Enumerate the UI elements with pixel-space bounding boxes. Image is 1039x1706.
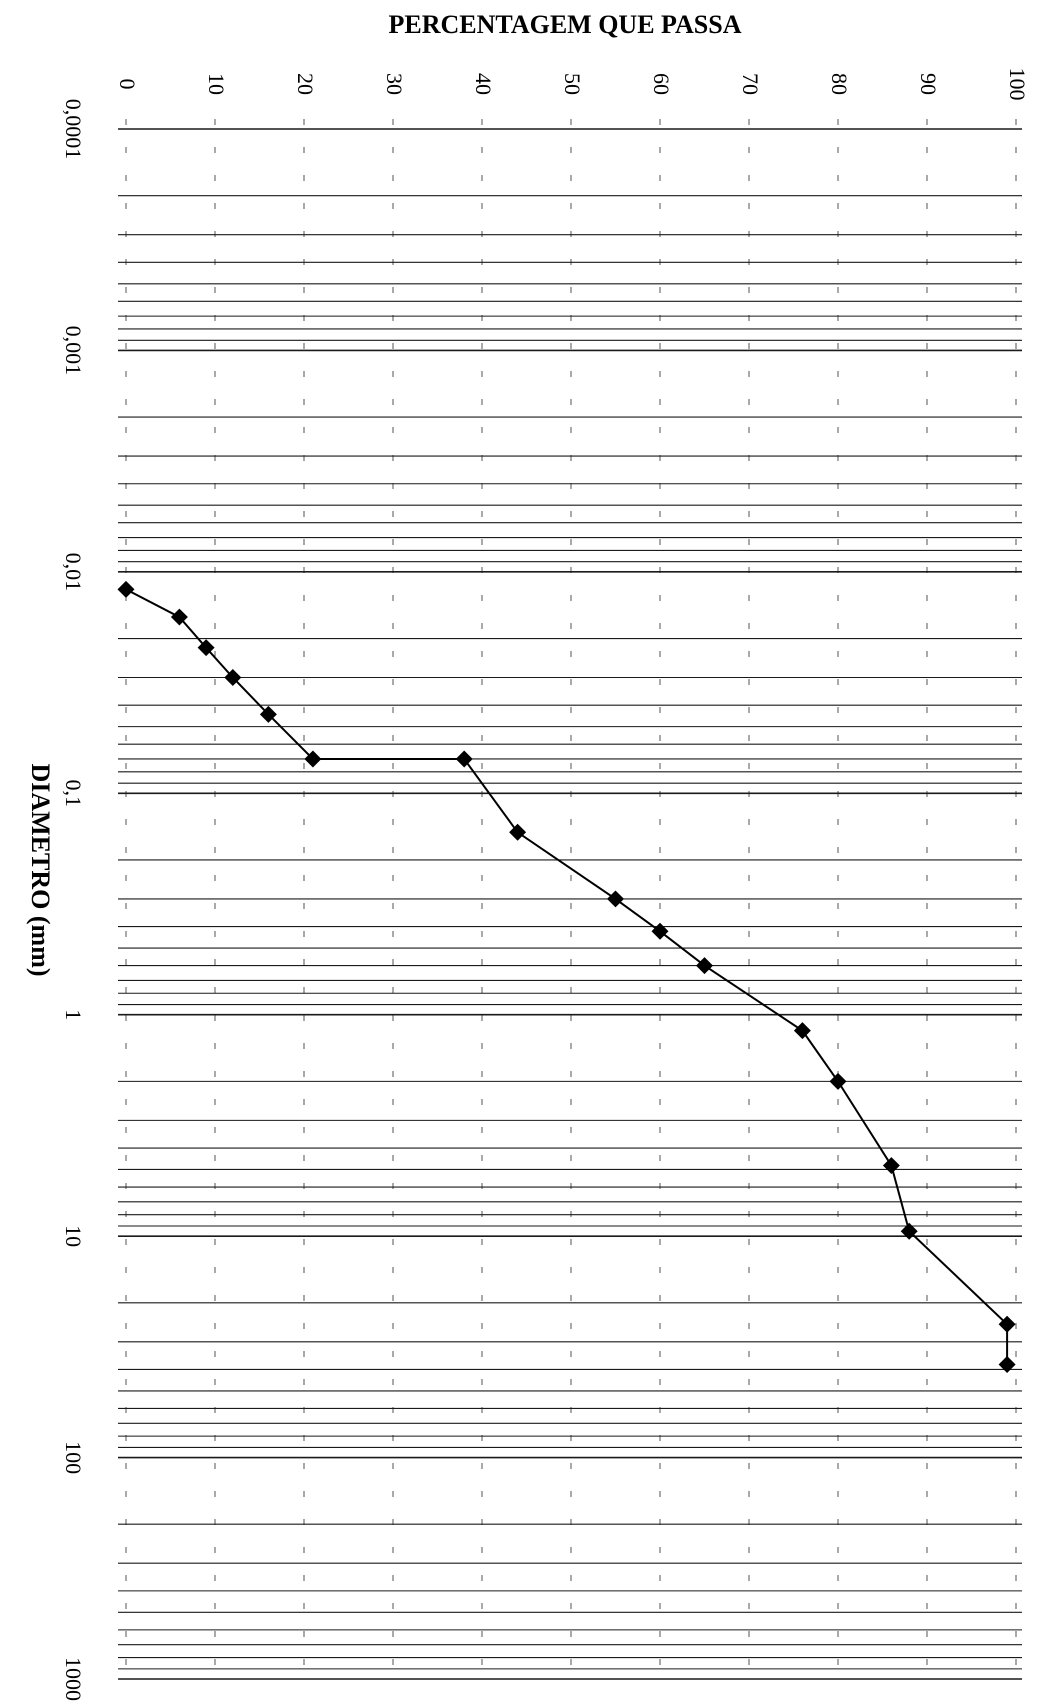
data-point <box>455 750 473 768</box>
x-axis-title: DIAMETRO (mm) <box>26 763 55 976</box>
data-point <box>117 580 135 598</box>
x-tick-label: 1000 <box>61 1657 86 1701</box>
x-tick-label: 100 <box>61 1441 86 1474</box>
y-tick-label: 80 <box>827 73 852 95</box>
data-point <box>696 957 713 975</box>
data-point <box>900 1222 918 1240</box>
y-tick-label: 90 <box>916 73 941 95</box>
y-tick-label: 0 <box>115 79 140 90</box>
data-point <box>829 1072 847 1090</box>
y-tick-label: 50 <box>560 73 585 95</box>
x-tick-label: 0,001 <box>61 326 86 376</box>
data-point <box>509 823 527 841</box>
x-tick-label: 0,1 <box>61 780 86 808</box>
y-tick-label: 30 <box>382 73 407 95</box>
x-tick-label: 0,0001 <box>61 99 86 160</box>
data-series <box>117 580 1016 1374</box>
y-tick-label: 100 <box>1005 68 1030 101</box>
y-tick-label: 70 <box>738 73 763 95</box>
grid <box>118 119 1022 1683</box>
y-tick-label: 10 <box>204 73 229 95</box>
data-point <box>793 1022 811 1040</box>
data-point <box>882 1157 900 1175</box>
data-point <box>259 705 277 723</box>
y-tick-label: 40 <box>471 73 496 95</box>
tick-labels: 0 10 20 30 40 50 60 70 80 90 100 0,0001 0,001 0,01 0,1… <box>61 68 1030 1702</box>
data-point <box>170 608 188 626</box>
data-point <box>197 639 215 657</box>
x-tick-label: 10 <box>61 1225 86 1247</box>
y-tick-label: 60 <box>649 73 674 95</box>
x-tick-label: 0,01 <box>61 553 86 592</box>
x-tick-label: 1 <box>61 1009 86 1020</box>
y-tick-label: 20 <box>293 73 318 95</box>
data-point <box>998 1315 1016 1333</box>
data-point <box>224 669 242 686</box>
data-point <box>607 890 624 908</box>
y-axis-title: PERCENTAGEM QUE PASSA <box>389 10 742 39</box>
data-point <box>998 1356 1016 1374</box>
data-point <box>304 750 322 768</box>
data-point <box>651 922 669 940</box>
